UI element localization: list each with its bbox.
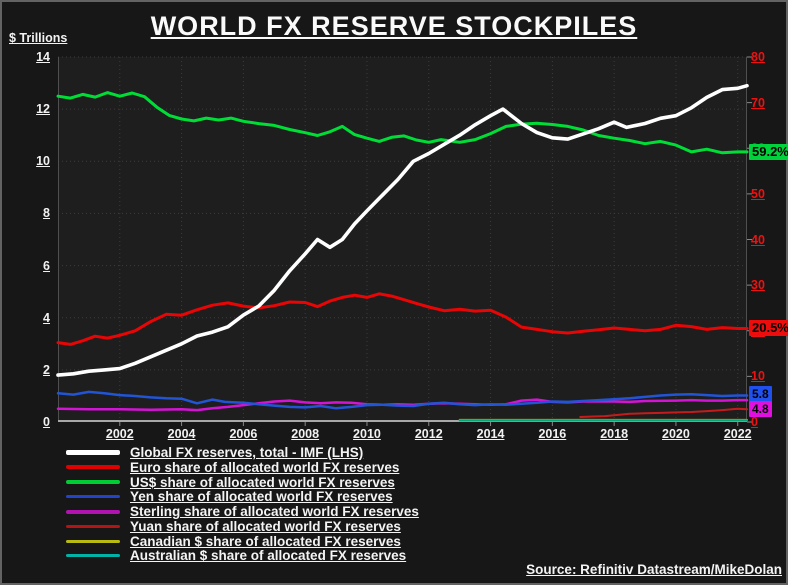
euro-legend-swatch xyxy=(66,465,120,470)
left-axis-title: $ Trillions xyxy=(9,31,68,45)
right-axis-tick-label: 0 xyxy=(751,415,758,429)
canadian-legend-swatch xyxy=(66,539,120,543)
source-credit: Source: Refinitiv Datastream/MikeDolan xyxy=(526,562,782,577)
right-axis-tick-label: 80 xyxy=(751,50,765,64)
legend-item-canadian: Canadian $ share of allocated FX reserve… xyxy=(66,534,419,549)
x-axis-tick-label: 2004 xyxy=(167,427,196,441)
legend: Global FX reserves, total - IMF (LHS) Eur… xyxy=(66,445,419,563)
x-axis-tick-label: 2016 xyxy=(538,427,567,441)
yen-value-badge: 5.8 xyxy=(749,385,772,402)
yen-legend-label: Yen share of allocated world FX reserves xyxy=(130,489,393,505)
global-legend-label: Global FX reserves, total - IMF (LHS) xyxy=(130,444,364,460)
sterling-legend-label: Sterling share of allocated world FX res… xyxy=(130,504,419,520)
right-axis-tick-label: 30 xyxy=(751,278,765,293)
right-axis-tick-label: 40 xyxy=(751,232,765,247)
plot-area xyxy=(56,56,752,426)
legend-item-usd: US$ share of allocated world FX reserves xyxy=(66,475,419,490)
left-axis-tick-label: 2 xyxy=(43,362,50,377)
left-axis-tick-label: 8 xyxy=(43,206,50,221)
chart-title: WORLD FX RESERVE STOCKPILES xyxy=(150,11,638,41)
usd-legend-swatch xyxy=(66,479,120,484)
x-axis-tick-label: 2014 xyxy=(476,427,505,441)
euro-legend-label: Euro share of allocated world FX reserve… xyxy=(130,459,400,475)
yuan-line xyxy=(579,407,748,418)
legend-item-euro: Euro share of allocated world FX reserve… xyxy=(66,460,419,475)
euro-line xyxy=(56,292,749,346)
left-axis-tick-label: 0 xyxy=(43,415,50,429)
legend-item-global: Global FX reserves, total - IMF (LHS) xyxy=(66,445,419,460)
sterling-value-badge: 4.8 xyxy=(749,400,772,417)
left-axis-tick-label: 14 xyxy=(36,50,50,64)
x-axis-tick-label: 2022 xyxy=(723,427,752,441)
yen-legend-swatch xyxy=(66,495,120,499)
left-axis-tick-label: 12 xyxy=(36,102,50,117)
x-axis-tick-label: 2020 xyxy=(662,427,690,441)
usd-legend-label: US$ share of allocated world FX reserves xyxy=(130,474,395,490)
chart-canvas xyxy=(56,56,752,426)
legend-item-yuan: Yuan share of allocated world FX reserve… xyxy=(66,519,419,534)
sterling-legend-swatch xyxy=(66,509,120,514)
left-axis-tick-label: 4 xyxy=(43,310,50,325)
x-axis-tick-label: 2008 xyxy=(291,427,320,441)
right-axis-tick-label: 10 xyxy=(751,369,765,384)
global-line xyxy=(56,83,749,377)
usd-line xyxy=(56,91,749,155)
x-axis-tick-label: 2002 xyxy=(105,427,134,441)
x-axis-tick-label: 2018 xyxy=(600,427,629,441)
euro-value-badge: 20.5% xyxy=(749,320,788,337)
yuan-legend-swatch xyxy=(66,524,120,528)
left-axis-tick-label: 6 xyxy=(43,258,50,273)
right-axis-tick-label: 70 xyxy=(751,95,765,110)
legend-item-sterling: Sterling share of allocated world FX res… xyxy=(66,504,419,519)
x-axis-tick-label: 2010 xyxy=(353,427,381,441)
left-axis-tick-label: 10 xyxy=(36,154,50,169)
australian-legend-swatch xyxy=(66,554,120,558)
yuan-legend-label: Yuan share of allocated world FX reserve… xyxy=(130,518,401,534)
usd-value-badge: 59.2% xyxy=(749,143,788,160)
australian-legend-label: Australian $ share of allocated FX reser… xyxy=(130,548,407,564)
legend-item-yen: Yen share of allocated world FX reserves xyxy=(66,489,419,504)
right-axis-tick-label: 50 xyxy=(751,186,765,201)
global-legend-swatch xyxy=(66,449,120,455)
legend-item-australian: Australian $ share of allocated FX reser… xyxy=(66,548,419,564)
canadian-legend-label: Canadian $ share of allocated FX reserve… xyxy=(130,533,401,549)
yen-line xyxy=(56,390,749,410)
x-axis-tick-label: 2012 xyxy=(414,427,443,441)
x-axis-tick-label: 2006 xyxy=(229,427,258,441)
